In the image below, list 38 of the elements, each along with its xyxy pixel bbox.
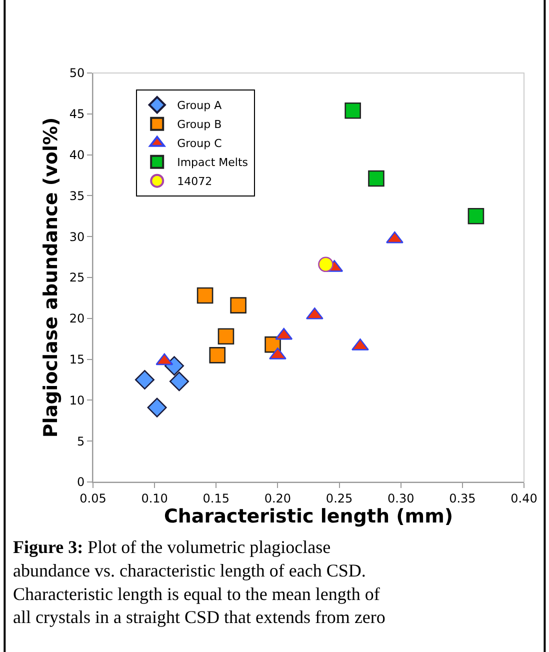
point [318,256,334,272]
y-tick-label: 45 [69,107,85,122]
legend-label: Impact Melts [177,156,248,170]
point [196,287,214,304]
x-tick-label: 0.25 [326,491,353,506]
x-tick-label: 0.20 [264,491,292,506]
point [344,102,361,119]
point [134,370,154,390]
y-tick-label: 0 [76,475,85,490]
point [147,398,167,418]
y-axis-title: Plagioclase abundance (vol%) [40,117,62,438]
y-tick-label: 5 [76,434,85,448]
point [230,297,246,314]
y-tick-label: 25 [69,270,85,285]
x-tick-label: 0.30 [388,491,414,506]
point [169,372,189,392]
x-tick-label: 0.10 [141,491,168,506]
y-tick-label: 40 [69,148,85,162]
x-tick-label: 0.05 [80,491,106,506]
caption: Figure 3: [13,537,84,557]
y-tick-label: 50 [69,66,85,80]
point [218,328,234,345]
point [368,170,384,187]
x-tick-label: 0.15 [202,491,230,506]
y-tick-label: 35 [69,188,85,203]
y-tick-label: 10 [69,393,85,408]
x-tick-label: 0.35 [449,491,476,506]
point [209,347,226,364]
x-axis-title: Characteristic length (mm) [164,505,454,528]
y-tick-label: 20 [69,312,85,326]
legend-label: 14072 [177,175,212,188]
legend-label: Group C [177,137,222,150]
x-tick-label: 0.40 [510,491,538,506]
y-tick-label: 15 [69,352,85,366]
legend-label: Group A [177,99,222,112]
point [468,208,484,224]
legend-label: Group B [177,118,222,132]
y-tick-label: 30 [69,230,85,244]
